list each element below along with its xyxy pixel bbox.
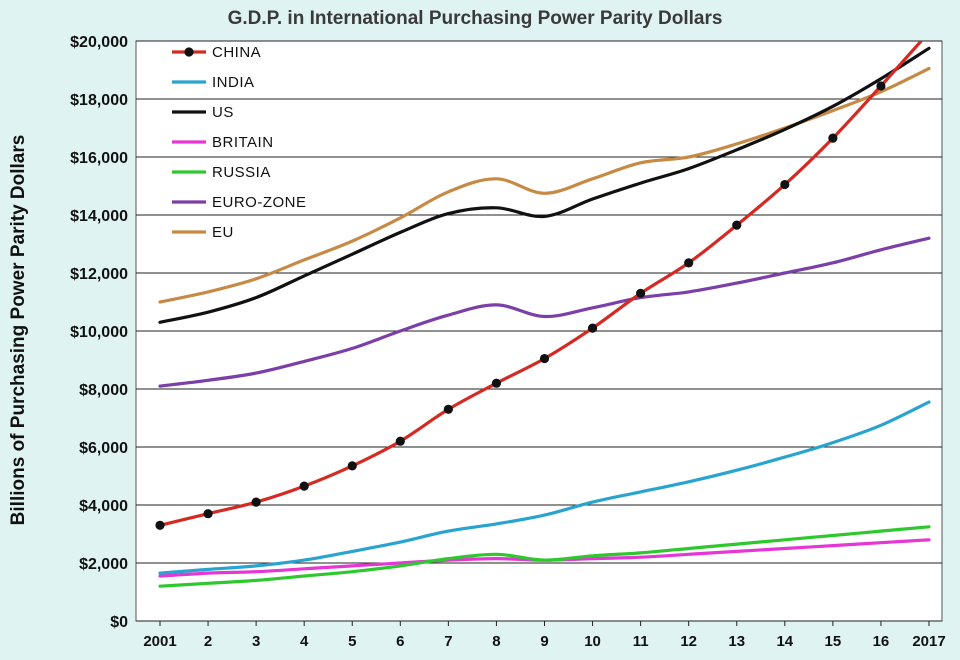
y-tick-label: $0 — [110, 614, 128, 631]
chart-title: G.D.P. in International Purchasing Power… — [228, 8, 723, 29]
y-tick-label: $14,000 — [70, 208, 128, 225]
y-tick-label: $12,000 — [70, 266, 128, 283]
legend-label-us: US — [212, 104, 234, 121]
x-tick-label: 4 — [300, 633, 309, 650]
data-point-china — [684, 258, 694, 268]
series-line-us — [158, 46, 931, 324]
series-line-euro-zone — [158, 236, 931, 388]
legend-label-india: INDIA — [212, 74, 255, 91]
x-tick-label: 2 — [204, 633, 212, 650]
x-tick-label: 11 — [633, 633, 649, 650]
data-point-china — [732, 220, 742, 230]
data-point-china — [491, 378, 502, 388]
x-tick-label: 16 — [873, 633, 890, 650]
x-tick-label: 15 — [825, 633, 842, 650]
x-tick-label: 2001 — [143, 633, 176, 650]
x-tick-label: 3 — [252, 633, 260, 650]
axes: $0 $2,000 $4,000 $6,000 $8,000 $10,000 $12,000… — [70, 34, 946, 650]
y-tick-label: $2,000 — [79, 556, 128, 573]
series-line-russia — [158, 525, 931, 588]
y-tick-label: $8,000 — [79, 382, 128, 399]
legend-label-china: CHINA — [212, 44, 261, 61]
data-point-china — [299, 481, 309, 491]
x-tick-label: 13 — [728, 633, 745, 650]
x-tick-label: 7 — [444, 633, 452, 650]
y-tick-label: $16,000 — [70, 150, 128, 167]
data-point-china — [155, 520, 165, 530]
y-axis-label: Billions of Purchasing Power Parity Doll… — [8, 135, 29, 526]
x-tick-label: 9 — [540, 633, 548, 650]
y-tick-label: $6,000 — [79, 440, 128, 457]
data-point-china — [587, 323, 598, 333]
legend-marker-china — [184, 47, 194, 57]
x-tick-label: 10 — [584, 633, 601, 650]
data-point-china — [251, 497, 261, 507]
legend-label-russia: RUSSIA — [212, 164, 271, 181]
legend-label-britain: BRITAIN — [212, 134, 274, 151]
x-tick-label: 6 — [396, 633, 404, 650]
x-tick-label: 12 — [680, 633, 697, 650]
series-line-india — [158, 400, 931, 575]
data-point-china — [924, 28, 933, 37]
x-tick-label: 5 — [348, 633, 356, 650]
y-tick-label: $20,000 — [70, 34, 128, 51]
data-point-china — [876, 81, 886, 91]
y-tick-label: $10,000 — [70, 324, 128, 341]
x-tick-label: 8 — [492, 633, 500, 650]
series-lines — [155, 28, 933, 588]
data-point-china — [780, 179, 790, 190]
data-point-china — [395, 436, 405, 446]
data-point-china — [539, 353, 550, 364]
data-point-china — [443, 404, 453, 414]
x-tick-label: 14 — [776, 633, 793, 650]
x-tick-label: 2017 — [912, 633, 945, 650]
legend-label-eu: EU — [212, 224, 234, 241]
y-tick-label: $18,000 — [70, 92, 128, 109]
data-point-china — [636, 288, 646, 298]
data-point-china — [828, 133, 838, 143]
legend-label-euro-zone: EURO-ZONE — [212, 194, 307, 211]
data-point-china — [203, 509, 213, 519]
legend: CHINA INDIA US BRITAIN RUSSIA EURO-ZONE EU — [172, 44, 307, 241]
data-point-china — [347, 461, 357, 471]
y-tick-label: $4,000 — [79, 498, 128, 515]
